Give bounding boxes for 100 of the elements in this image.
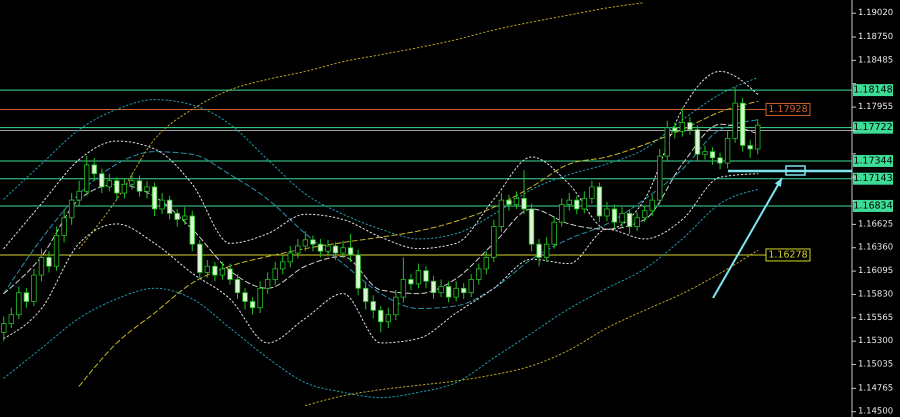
- candlestick: [227, 263, 233, 286]
- candlestick: [46, 250, 52, 273]
- y-tick-label: 1.15565: [858, 312, 894, 323]
- y-tick-label: 1.16095: [858, 266, 894, 276]
- candlestick: [295, 238, 301, 259]
- y-tick-label: 1.15035: [858, 360, 894, 370]
- candlestick: [461, 282, 466, 300]
- y-tick-label: 1.18485: [858, 55, 894, 66]
- candlestick: [386, 307, 391, 328]
- candlestick: [438, 278, 444, 298]
- candlestick: [106, 173, 112, 192]
- candlestick: [310, 234, 316, 252]
- candlestick: [144, 180, 150, 199]
- y-tick-label: 1.14500: [858, 406, 894, 417]
- candlestick: [234, 274, 240, 300]
- candlestick: [626, 208, 632, 234]
- candlestick: [574, 195, 580, 215]
- candlestick: [378, 305, 384, 333]
- candlestick: [748, 140, 753, 158]
- ref-line-label: 1.17344: [853, 155, 893, 166]
- candlestick: [566, 192, 572, 212]
- ref-line-label: 1.18148: [853, 84, 893, 96]
- line-series: [78, 2, 646, 250]
- candlestick: [687, 116, 693, 136]
- line-series: [3, 189, 758, 398]
- ref-line-label: 1.17143: [853, 173, 893, 184]
- candlestick: [604, 201, 610, 222]
- candlestick: [340, 240, 346, 259]
- candlestick: [484, 250, 490, 275]
- candlestick: [642, 204, 648, 223]
- y-tick-label: 1.18750: [858, 32, 894, 42]
- y-tick-label: 1.17955: [858, 102, 894, 112]
- candlestick: [1, 316, 6, 342]
- line-series: [78, 100, 758, 387]
- candlestick: [755, 118, 760, 155]
- candlestick: [38, 248, 44, 282]
- candlestick: [612, 204, 618, 229]
- line-series: [304, 250, 758, 406]
- candlestick: [416, 263, 422, 289]
- candlestick: [204, 260, 210, 278]
- candlestick: [702, 144, 708, 160]
- candlestick: [649, 194, 655, 216]
- candlestick: [174, 208, 180, 228]
- ref-line-label: 1.17722: [853, 122, 893, 134]
- ref-line-label: 1.17928: [768, 104, 808, 115]
- candlestick: [362, 282, 368, 310]
- candlestick: [76, 180, 82, 206]
- candlestick: [92, 157, 97, 182]
- candlestick: [272, 261, 278, 286]
- candlestick: [551, 215, 557, 250]
- candlestick: [634, 212, 640, 232]
- candlestick: [672, 122, 678, 139]
- candlestick: [182, 206, 188, 226]
- candlestick: [114, 176, 120, 201]
- candlestick: [8, 307, 14, 328]
- candlestick: [136, 174, 142, 198]
- candlestick: [408, 274, 414, 291]
- y-tick-label: 1.19020: [858, 8, 894, 18]
- candlestick: [710, 146, 716, 166]
- ref-line-label: 1.16834: [853, 200, 893, 212]
- candlestick: [61, 208, 67, 243]
- candlestick: [468, 274, 474, 298]
- candlestick: [302, 230, 308, 252]
- candlestick: [476, 263, 482, 286]
- candlestick: [16, 286, 22, 320]
- y-tick-label: 1.14765: [858, 383, 894, 394]
- candlestick: [582, 190, 588, 214]
- candlestick: [430, 275, 436, 300]
- candlestick: [166, 195, 172, 220]
- candlestick: [257, 280, 263, 314]
- candlestick: [24, 288, 30, 308]
- candlestick: [453, 280, 459, 302]
- candlestick: [242, 288, 248, 310]
- candlestick: [68, 192, 74, 226]
- candlestick: [619, 206, 625, 228]
- candlestick: [250, 296, 256, 316]
- candlestick: [122, 178, 128, 199]
- candlestick: [717, 152, 723, 170]
- candlestick: [370, 294, 376, 319]
- candlestick: [680, 107, 686, 138]
- candlestick: [152, 182, 158, 216]
- candlestick: [159, 192, 165, 215]
- candlestick: [506, 194, 512, 212]
- candlestick: [589, 180, 595, 204]
- candlestick: [99, 168, 104, 194]
- candlestick: [544, 236, 550, 262]
- candlestick: [129, 173, 135, 190]
- candlestick: [559, 198, 564, 228]
- y-tick-label: 1.15300: [858, 336, 894, 346]
- candlestick: [264, 272, 270, 294]
- candlestick: [393, 290, 399, 321]
- candlestick: [348, 233, 354, 262]
- candlestick: [325, 239, 331, 258]
- ref-line-label: 1.16278: [768, 249, 808, 260]
- candlestick: [220, 261, 226, 280]
- candlestick: [400, 256, 406, 303]
- candlestick: [536, 238, 542, 267]
- candlestick: [212, 261, 218, 282]
- candlestick: [514, 190, 520, 210]
- candlestick: [280, 254, 286, 275]
